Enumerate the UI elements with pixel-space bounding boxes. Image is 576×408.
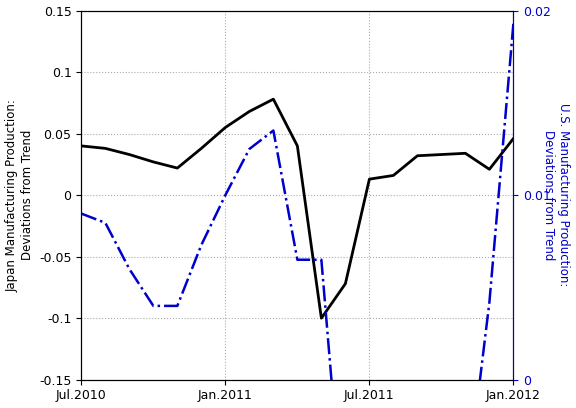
Y-axis label: Japan Manufacturing Production:
Deviations from Trend: Japan Manufacturing Production: Deviatio…: [6, 99, 33, 292]
Y-axis label: U.S. Manufacturing Production:
Deviations from Trend: U.S. Manufacturing Production: Deviation…: [543, 104, 570, 287]
